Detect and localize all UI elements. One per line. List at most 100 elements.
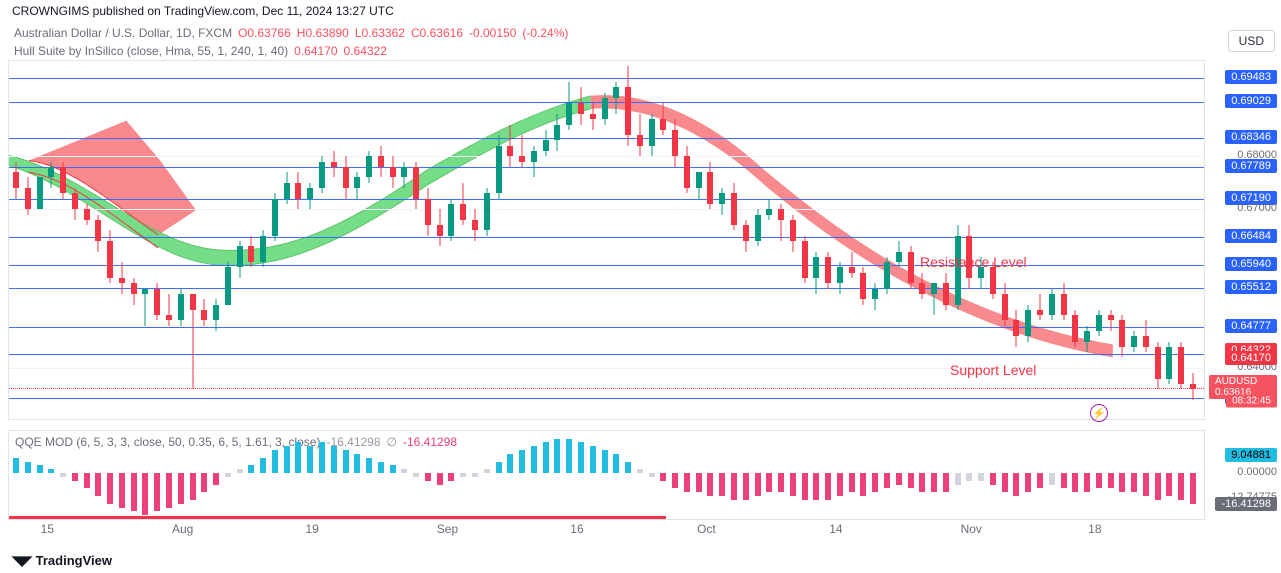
qqe-bar[interactable] [425,473,431,481]
qqe-bar[interactable] [284,446,290,473]
price-hline[interactable] [9,138,1204,139]
qqe-bar[interactable] [554,439,560,473]
qqe-bar[interactable] [896,473,902,484]
qqe-bar[interactable] [1143,473,1149,496]
qqe-bar[interactable] [990,473,996,484]
qqe-bar[interactable] [248,465,254,473]
price-label[interactable]: 0.64777 [1225,319,1277,333]
qqe-bar[interactable] [260,458,266,473]
qqe-bar[interactable] [507,454,513,473]
qqe-bar[interactable] [531,446,537,473]
price-label[interactable]: 0.69029 [1225,94,1277,108]
qqe-bar[interactable] [48,469,54,473]
hull-label[interactable]: Hull Suite by InSilico (close, Hma, 55, … [14,44,288,58]
qqe-bar[interactable] [413,473,419,477]
qqe-bar[interactable] [1013,473,1019,496]
price-hline[interactable] [9,398,1204,399]
qqe-bar[interactable] [731,473,737,500]
price-label[interactable]: 0.69483 [1225,70,1277,84]
qqe-bar[interactable] [543,442,549,473]
qqe-bar[interactable] [213,473,219,484]
qqe-bar[interactable] [13,458,19,473]
price-hline[interactable] [9,167,1204,168]
qqe-bar[interactable] [1166,473,1172,496]
qqe-bar[interactable] [496,462,502,473]
qqe-bar[interactable] [696,473,702,492]
qqe-bar[interactable] [331,446,337,473]
qqe-bar[interactable] [919,473,925,492]
qqe-bar[interactable] [272,450,278,473]
qqe-bar[interactable] [637,469,643,473]
qqe-bar[interactable] [484,469,490,473]
price-hline[interactable] [9,354,1204,355]
qqe-bar[interactable] [401,469,407,473]
qqe-bar[interactable] [343,450,349,473]
qqe-bar[interactable] [849,473,855,492]
qqe-bar[interactable] [1037,473,1043,488]
qqe-bar[interactable] [590,446,596,473]
qqe-bar[interactable] [602,450,608,473]
qqe-bar[interactable] [660,473,666,481]
qqe-bar[interactable] [390,465,396,473]
qqe-bar[interactable] [519,450,525,473]
time-axis[interactable]: 15Aug19Sep16Oct14Nov18 [8,522,1205,546]
qqe-bar[interactable] [884,473,890,488]
qqe-bar[interactable] [566,439,572,473]
qqe-bar[interactable] [107,473,113,504]
qqe-bar[interactable] [1002,473,1008,492]
qqe-bar[interactable] [978,473,984,481]
qqe-bar[interactable] [201,473,207,492]
flash-icon[interactable]: ⚡ [1090,404,1108,422]
qqe-bar[interactable] [943,473,949,492]
price-hline[interactable] [9,288,1204,289]
qqe-bar[interactable] [178,473,184,504]
qqe-bar[interactable] [860,473,866,496]
qqe-bar[interactable] [1155,473,1161,500]
price-label[interactable]: 0.67789 [1225,159,1277,173]
price-label[interactable]: 0.65512 [1225,280,1277,294]
price-hline[interactable] [9,199,1204,200]
qqe-bar[interactable] [790,473,796,496]
qqe-bar[interactable] [1096,473,1102,488]
price-axis[interactable]: 0.694830.690290.683460.677890.671900.664… [1209,60,1281,420]
qqe-panel[interactable]: QQE MOD (6, 5, 3, 3, close, 50, 0.35, 6,… [8,430,1205,520]
qqe-bar[interactable] [225,473,231,477]
qqe-bar[interactable] [1025,473,1031,492]
qqe-bar[interactable] [237,469,243,473]
qqe-bar[interactable] [672,473,678,488]
qqe-bar[interactable] [448,473,454,481]
qqe-bar[interactable] [295,442,301,473]
qqe-bar[interactable] [755,473,761,496]
tradingview-logo[interactable]: ◥◤ TradingView [12,553,112,569]
qqe-bar[interactable] [1049,473,1055,484]
qqe-bar[interactable] [190,473,196,500]
price-label[interactable]: 0.68346 [1225,130,1277,144]
qqe-bar[interactable] [366,458,372,473]
qqe-bar[interactable] [1108,473,1114,488]
qqe-bar[interactable] [1178,473,1184,500]
qqe-bar[interactable] [578,442,584,473]
qqe-bar[interactable] [613,454,619,473]
qqe-bar[interactable] [131,473,137,511]
qqe-bar[interactable] [813,473,819,500]
qqe-bar[interactable] [354,454,360,473]
qqe-bar[interactable] [142,473,148,515]
qqe-bar[interactable] [649,473,655,477]
qqe-bar[interactable] [743,473,749,500]
qqe-bar[interactable] [307,446,313,473]
qqe-bar[interactable] [460,473,466,477]
qqe-bar[interactable] [154,473,160,511]
qqe-bar[interactable] [1119,473,1125,492]
qqe-bar[interactable] [60,473,66,477]
qqe-bar[interactable] [95,473,101,496]
qqe-bar[interactable] [72,473,78,481]
qqe-bar[interactable] [84,473,90,488]
qqe-axis[interactable]: 9.048810.00000-12.74775-16.41298 [1209,430,1281,520]
qqe-bar[interactable] [472,473,478,477]
qqe-bar[interactable] [707,473,713,496]
qqe-bar[interactable] [1084,473,1090,492]
qqe-bar[interactable] [1131,473,1137,492]
qqe-bar[interactable] [166,473,172,507]
qqe-bar[interactable] [837,473,843,496]
qqe-bar[interactable] [25,462,31,473]
